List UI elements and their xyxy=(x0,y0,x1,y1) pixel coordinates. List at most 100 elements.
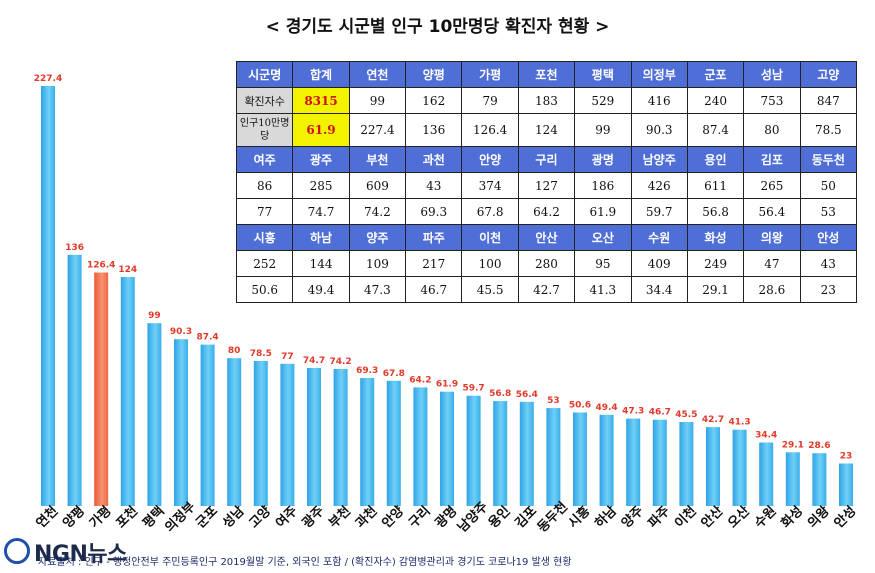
table-cell: 249 xyxy=(686,250,745,277)
table-cell: 847 xyxy=(799,87,858,114)
bar-value-label: 34.4 xyxy=(755,431,777,441)
table-cell: 374 xyxy=(461,172,519,199)
table-cell: 59.7 xyxy=(630,198,688,225)
table-cell: 144 xyxy=(292,250,350,277)
table-cell: 100 xyxy=(461,250,519,277)
bar-value-label: 45.5 xyxy=(675,410,697,420)
total-cases-cell: 8315 xyxy=(292,87,350,114)
table-header-cell: 고양 xyxy=(799,61,858,88)
category-label: 오산 xyxy=(725,503,753,531)
category-label: 안양 xyxy=(379,503,407,531)
table-header-cell: 성남 xyxy=(743,61,801,88)
table-header-cell: 동두천 xyxy=(799,146,858,173)
table-cell: 23 xyxy=(799,276,858,303)
table-row: 77 74.7 74.2 69.3 67.8 64.2 61.9 59.7 56.8 56.4 53 xyxy=(235,198,858,225)
category-label: 부천 xyxy=(326,504,354,532)
bar-이천 xyxy=(679,422,694,506)
table-header-cell: 가평 xyxy=(461,61,519,88)
bar-양평 xyxy=(67,254,82,506)
category-label: 화성 xyxy=(778,503,806,531)
table-cell: 529 xyxy=(574,87,632,114)
table-cell: 53 xyxy=(799,198,858,225)
table-header-cell: 광명 xyxy=(574,146,632,173)
table-cell: 90.3 xyxy=(630,113,688,147)
category-label: 가평 xyxy=(86,503,114,531)
bar-value-label: 56.4 xyxy=(516,390,538,400)
table-header-cell: 안산 xyxy=(517,224,576,251)
bar-광명 xyxy=(440,391,454,506)
category-label: 양주 xyxy=(619,504,647,532)
ngn-news-logo: NGN뉴스 xyxy=(4,534,174,570)
bar-고양 xyxy=(253,361,268,506)
category-label: 포천 xyxy=(114,504,142,532)
table-header-cell: 안성 xyxy=(799,224,858,251)
table-header-cell: 포천 xyxy=(517,61,576,88)
table-header-cell: 광주 xyxy=(292,146,350,173)
bar-value-label: 124 xyxy=(118,265,137,275)
table-cell: 86 xyxy=(235,172,294,199)
table-header-cell: 의왕 xyxy=(743,224,801,251)
table-cell: 87.4 xyxy=(686,113,745,147)
category-label: 용인 xyxy=(485,503,513,531)
bar-평택 xyxy=(147,323,162,506)
total-rate-cell: 61.9 xyxy=(292,113,350,147)
table-cell: 186 xyxy=(574,172,632,199)
category-label: 안성 xyxy=(831,503,859,531)
bar-성남 xyxy=(227,358,242,506)
table-row: 시군명 합계 연천 양평 가평 포천 평택 의정부 군포 성남 고양 xyxy=(235,61,858,88)
bar-value-label: 227.4 xyxy=(34,74,62,84)
table-header-cell: 안양 xyxy=(461,146,519,173)
table-cell: 47.3 xyxy=(348,276,407,303)
bar-value-label: 69.3 xyxy=(356,366,378,376)
table-header-cell: 화성 xyxy=(686,224,745,251)
table-cell: 162 xyxy=(405,87,463,114)
bar-value-label: 64.2 xyxy=(409,375,431,385)
table-header-cell: 남양주 xyxy=(630,146,688,173)
table-header-cell: 용인 xyxy=(686,146,745,173)
bar-value-label: 67.8 xyxy=(383,369,405,379)
bar-value-label: 61.9 xyxy=(436,380,458,390)
category-label: 하남 xyxy=(592,503,620,531)
table-cell: 99 xyxy=(574,113,632,147)
table-cell: 611 xyxy=(686,172,745,199)
category-label: 양평 xyxy=(60,503,88,531)
table-cell: 227.4 xyxy=(348,113,407,147)
bar-value-label: 87.4 xyxy=(196,333,218,343)
category-label: 광주 xyxy=(300,504,328,532)
bar-value-label: 50.6 xyxy=(569,401,591,411)
bar-value-label: 23 xyxy=(840,452,853,462)
row-header-rate: 인구10만명당 xyxy=(235,113,294,147)
table-cell: 416 xyxy=(630,87,688,114)
table-cell: 609 xyxy=(348,172,407,199)
bar-시흥 xyxy=(573,412,587,506)
table-cell: 136 xyxy=(405,113,463,147)
bar-포천 xyxy=(120,277,135,506)
table-cell: 80 xyxy=(743,113,801,147)
table-header-cell: 군포 xyxy=(686,61,745,88)
bar-value-label: 78.5 xyxy=(250,349,272,359)
table-cell: 183 xyxy=(517,87,576,114)
table-cell: 45.5 xyxy=(461,276,519,303)
bar-하남 xyxy=(599,414,614,506)
category-label: 의왕 xyxy=(804,503,832,531)
table-row: 252 144 109 217 100 280 95 409 249 47 43 xyxy=(235,250,858,277)
bar-의왕 xyxy=(812,453,827,506)
bar-value-label: 74.2 xyxy=(329,357,351,367)
bar-가평 xyxy=(94,272,109,506)
logo-text: NGN뉴스 xyxy=(34,542,127,567)
table-cell: 43 xyxy=(799,250,858,277)
table-cell: 127 xyxy=(517,172,576,199)
table-cell: 67.8 xyxy=(461,198,519,225)
table-header-cell: 과천 xyxy=(405,146,463,173)
table-cell: 64.2 xyxy=(517,198,576,225)
table-cell: 74.7 xyxy=(292,198,350,225)
bar-value-label: 99 xyxy=(148,311,161,321)
bar-화성 xyxy=(785,452,800,506)
bar-value-label: 56.8 xyxy=(489,389,511,399)
source-footnote: 자료출처 : 인구 - 행정안전부 주민등록인구 2019월말 기준, 외국인 … xyxy=(38,557,572,568)
table-header-cell: 오산 xyxy=(574,224,632,251)
bar-구리 xyxy=(413,387,428,506)
table-header-cell: 양평 xyxy=(405,61,463,88)
table-cell: 56.8 xyxy=(686,198,745,225)
table-header-cell: 합계 xyxy=(292,61,350,88)
